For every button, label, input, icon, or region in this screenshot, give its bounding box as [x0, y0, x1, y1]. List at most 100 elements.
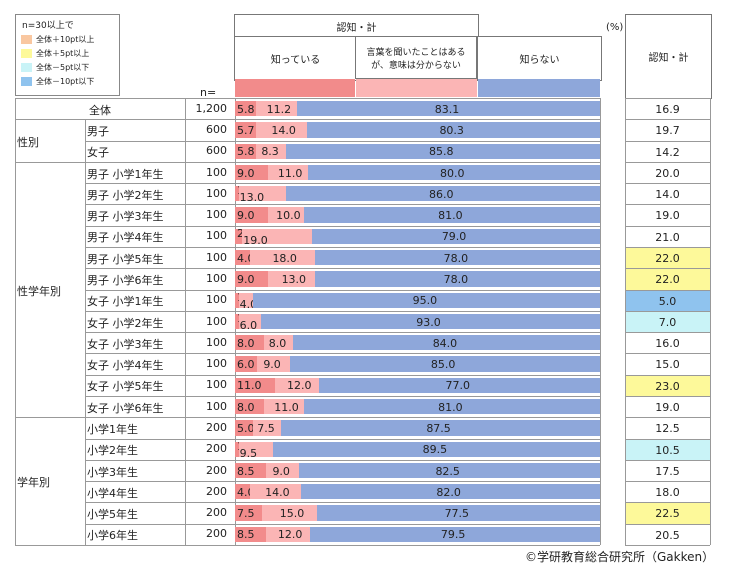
bar-segment [235, 335, 265, 351]
bar-value-label: 81.0 [438, 209, 463, 223]
bar-segment [256, 143, 287, 159]
bar-segment [266, 526, 310, 542]
bar-value-label: 11.2 [266, 102, 292, 116]
row-label: 女子 小学5年生 [87, 380, 164, 394]
bar-value-label: 85.0 [430, 358, 456, 372]
row-divider [85, 225, 600, 227]
header-color-know [235, 79, 355, 97]
n-label: n= [200, 86, 217, 99]
bar-segment [235, 207, 268, 223]
row-divider [15, 98, 600, 99]
bar-value-label: 86.0 [429, 187, 454, 201]
total-value: 20.5 [625, 523, 710, 545]
bar-segment [256, 356, 290, 372]
row-label: 全体 [89, 103, 111, 117]
row-label: 女子 小学2年生 [87, 316, 164, 330]
row-label: 小学2年生 [87, 444, 138, 458]
bar-value-label: 11.0 [277, 166, 303, 180]
bar-segment [235, 441, 239, 457]
bar-value-label: 14.0 [265, 485, 290, 499]
bar-value-label: 8.0 [237, 336, 255, 350]
bar-value-label: 5.8 [237, 102, 255, 116]
row-label: 女子 小学4年生 [87, 359, 164, 373]
row-n: 200 [206, 506, 227, 520]
bar-value-label: 7.5 [257, 421, 275, 435]
total-value: 19.7 [625, 119, 710, 140]
bar-value-label: 8.3 [261, 145, 279, 159]
bar-segment [266, 462, 299, 479]
bar-value-label: 82.0 [436, 485, 461, 499]
bar-segment [238, 292, 254, 308]
legend-item-minus5: 全体－5pt以下 [21, 62, 89, 73]
bar-segment [289, 356, 600, 372]
legend-label: 全体－5pt以下 [36, 63, 90, 72]
bar-segment [286, 143, 600, 159]
bar-value-label: 85.8 [429, 145, 454, 159]
total-value: 23.0 [625, 374, 710, 396]
total-value: 5.0 [625, 289, 710, 311]
row-n: 100 [206, 293, 227, 307]
legend-item-plus10: 全体＋10pt以上 [21, 34, 94, 45]
bar-value-label: 11.0 [274, 400, 299, 414]
bar-segment [260, 313, 600, 330]
row-n: 200 [206, 463, 227, 477]
bar-segment [317, 505, 600, 521]
bar-value-label: 6.0 [239, 319, 258, 333]
bar-value-label: 5.7 [237, 123, 255, 137]
row-label: 女子 小学1年生 [87, 295, 164, 309]
bar-value-label: 15.0 [279, 507, 305, 521]
row-label: 男子 小学4年生 [87, 231, 164, 245]
row-divider [85, 459, 600, 461]
header-col-know: 知っている [234, 36, 357, 81]
row-n: 100 [206, 314, 227, 328]
bar-value-label: 8.5 [237, 528, 255, 542]
row-n: 100 [206, 186, 227, 200]
row-label: 男子 小学1年生 [87, 167, 164, 181]
total-value: 7.0 [625, 310, 710, 333]
row-n: 100 [206, 250, 227, 264]
bar-segment [235, 164, 268, 181]
bar-segment [262, 505, 318, 521]
bar-segment [293, 335, 600, 351]
row-divider [85, 353, 600, 355]
bar-segment [235, 526, 267, 542]
bar-value-label: 13.0 [281, 272, 307, 286]
bar-value-label: 78.0 [443, 251, 469, 265]
bar-segment [235, 462, 267, 479]
row-n: 200 [206, 527, 227, 541]
row-n: 100 [206, 399, 227, 413]
legend-title: n=30以上で [22, 21, 74, 31]
total-value: 22.5 [625, 502, 710, 524]
bar-value-label: 5.0 [237, 421, 255, 435]
bar-value-label: 14.0 [271, 123, 296, 137]
row-label: 小学4年生 [87, 486, 138, 500]
bar-segment [255, 122, 307, 138]
bar-value-label: 83.1 [434, 102, 460, 116]
bar-value-label: 95.0 [412, 294, 438, 308]
bar-segment [275, 377, 319, 393]
header-col-heard: 言葉を聞いたことはあるが、意味は分からない [355, 36, 477, 79]
table-divider-n [185, 98, 186, 545]
row-label: 小学6年生 [87, 529, 138, 543]
stacked-bar-table: 全体 1,200 5.8 11.2 83.1 男子 600 5.7 14.0 80.3 女子 600 5… [15, 98, 605, 546]
row-divider [85, 140, 600, 142]
bar-segment [235, 399, 265, 415]
bar-segment [264, 335, 294, 351]
row-n: 1,200 [195, 101, 228, 115]
bar-value-label: 89.5 [422, 443, 448, 457]
bar-segment [306, 122, 600, 138]
bar-value-label: 78.0 [443, 272, 469, 286]
row-label: 小学5年生 [87, 508, 138, 522]
total-value: 14.0 [625, 183, 710, 204]
bar-segment [235, 377, 276, 393]
bar-value-label: 12.0 [287, 379, 312, 393]
row-divider [85, 247, 600, 248]
bar-segment [286, 186, 600, 202]
bar-segment [235, 271, 268, 287]
bar-segment [267, 207, 305, 223]
bar-segment [249, 250, 316, 266]
total-value: 22.0 [625, 268, 710, 290]
total-value: 21.0 [625, 225, 710, 247]
total-value: 16.9 [625, 98, 710, 119]
row-label: 女子 小学6年生 [87, 401, 164, 415]
